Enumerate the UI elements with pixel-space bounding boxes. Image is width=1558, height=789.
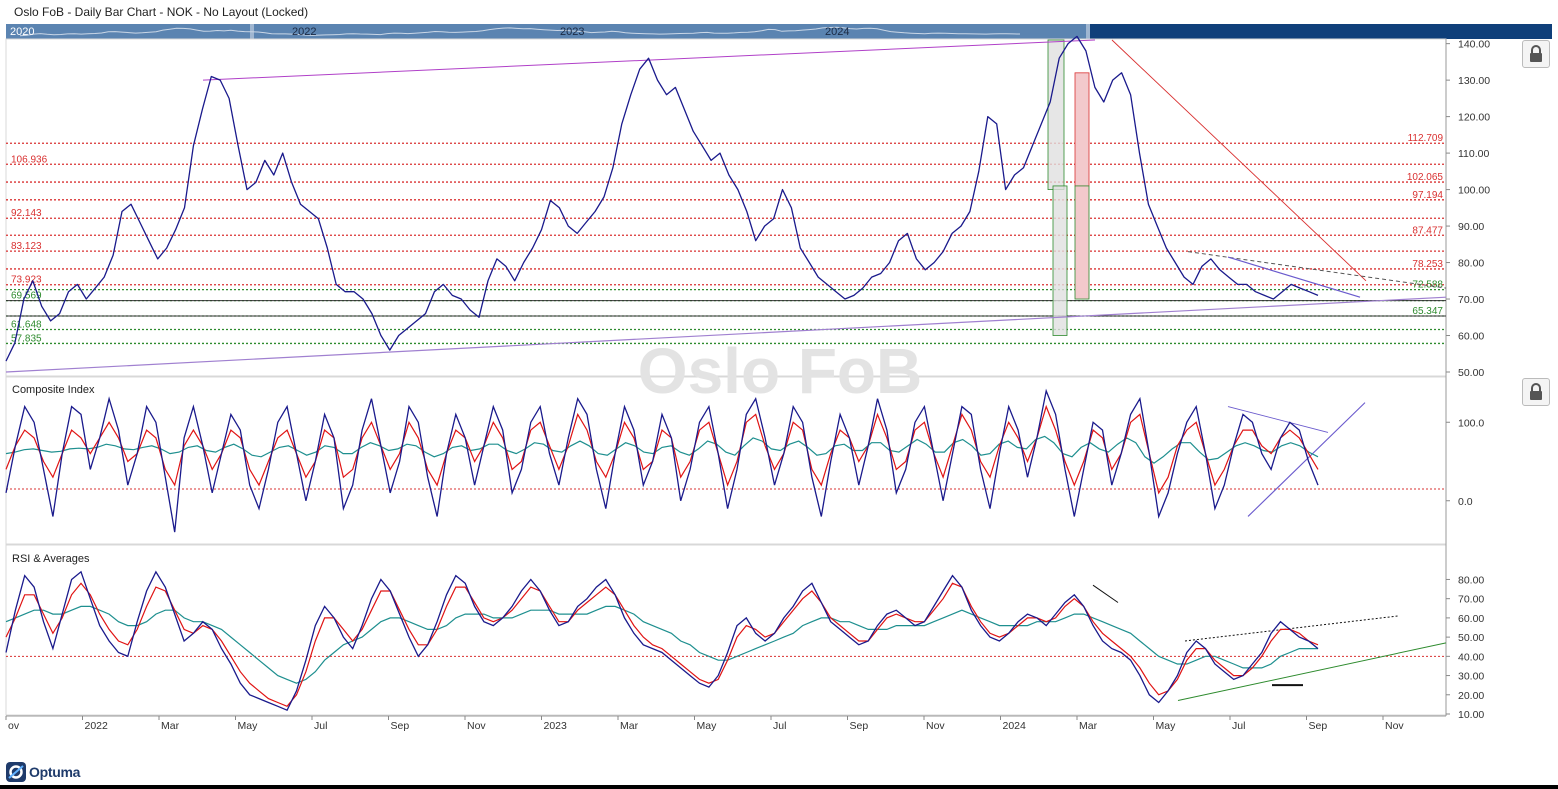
level-label: 61.648: [11, 320, 42, 331]
y-tick-label: 120.00: [1458, 112, 1490, 124]
y-tick-label: 20.00: [1458, 690, 1484, 702]
navigator-window[interactable]: [6, 24, 1090, 39]
window-title: Oslo FoB - Daily Bar Chart - NOK - No La…: [14, 5, 309, 19]
x-tick-label: 2022: [85, 720, 109, 732]
level-label: 57.835: [11, 333, 42, 344]
price-panel[interactable]: [5, 38, 1447, 377]
brand[interactable]: Optuma: [6, 762, 80, 782]
level-label: 102.065: [1407, 172, 1444, 183]
y-tick-label: 30.00: [1458, 671, 1484, 683]
composite-panel-title: Composite Index: [12, 384, 95, 396]
level-label: 106.936: [11, 154, 48, 165]
composite-fast-average-line[interactable]: [5, 404, 1319, 495]
x-tick-label: Nov: [1385, 720, 1404, 732]
level-label: 83.123: [11, 241, 42, 252]
x-tick-label: May: [697, 720, 718, 732]
level-label: 73.923: [11, 275, 42, 286]
composite-slow-average-line[interactable]: [5, 435, 1319, 464]
rsi-resistance-trendline[interactable]: [1184, 615, 1399, 642]
level-label: 87.477: [1412, 225, 1443, 236]
rsi-peak-trendline[interactable]: [1092, 584, 1119, 603]
x-tick-label: Nov: [926, 720, 945, 732]
range-box[interactable]: [1052, 185, 1068, 336]
navigator-sparkline: [19, 26, 1021, 37]
wedge-trendline[interactable]: [1227, 256, 1361, 298]
price-panel-lock-button[interactable]: [1522, 40, 1550, 68]
x-tick-label: Mar: [1079, 720, 1098, 732]
y-tick-label: 70.00: [1458, 294, 1484, 306]
composite-trendline-upper[interactable]: [1227, 406, 1329, 433]
composite-trendline-lower[interactable]: [1247, 402, 1366, 517]
navigator[interactable]: 2020 2022 2023 2024: [6, 24, 1552, 39]
status-bar: [0, 785, 1558, 789]
range-box[interactable]: [1074, 185, 1090, 300]
level-label: 78.253: [1412, 259, 1443, 270]
y-tick-label: 100.0: [1458, 417, 1484, 429]
navigator-year-2024: 2024: [825, 26, 849, 38]
level-label: 65.347: [1412, 306, 1443, 317]
x-tick-label: Nov: [467, 720, 486, 732]
y-tick-label: 140.00: [1458, 39, 1490, 51]
y-tick-label: 60.00: [1458, 331, 1484, 343]
lock-icon: [1530, 383, 1542, 400]
x-tick-label: May: [238, 720, 259, 732]
navigator-year-2020: 2020: [10, 26, 34, 38]
y-tick-label: 130.00: [1458, 75, 1490, 87]
y-tick-label: 80.00: [1458, 574, 1484, 586]
level-label: 97.194: [1412, 190, 1443, 201]
x-tick-label: 2023: [544, 720, 568, 732]
optuma-logo-icon: [6, 762, 26, 782]
x-tick-label: Jul: [1232, 720, 1245, 732]
rsi-panel-title: RSI & Averages: [12, 553, 90, 565]
rsi-line[interactable]: [5, 570, 1319, 712]
descending-trendline[interactable]: [1111, 39, 1367, 282]
y-tick-label: 0.0: [1458, 496, 1473, 508]
lower-trendline[interactable]: [5, 296, 1447, 373]
y-tick-label: 50.00: [1458, 632, 1484, 644]
watermark: Oslo FoB: [638, 335, 922, 407]
y-tick-label: 10.00: [1458, 709, 1484, 721]
x-tick-label: Sep: [850, 720, 869, 732]
range-box[interactable]: [1047, 39, 1065, 190]
composite-index-line[interactable]: [5, 388, 1319, 533]
y-tick-label: 70.00: [1458, 594, 1484, 606]
y-tick-label: 80.00: [1458, 258, 1484, 270]
rsi-support-trendline[interactable]: [1177, 642, 1447, 702]
x-tick-label: May: [1156, 720, 1177, 732]
lock-icon: [1530, 45, 1542, 62]
x-tick-label: 2024: [1003, 720, 1027, 732]
x-tick-label: ov: [8, 720, 20, 732]
brand-name: Optuma: [29, 764, 81, 780]
rsi-slow-average-line[interactable]: [5, 605, 1318, 684]
rsi-fast-average-line[interactable]: [5, 582, 1319, 708]
level-label: 69.569: [11, 291, 42, 302]
x-tick-label: Mar: [161, 720, 180, 732]
price-series-line[interactable]: [5, 35, 1319, 362]
x-tick-label: Jul: [314, 720, 327, 732]
navigator-handle-right[interactable]: [1086, 24, 1090, 39]
y-tick-label: 90.00: [1458, 221, 1484, 233]
level-label: 112.709: [1408, 133, 1444, 144]
range-box[interactable]: [1074, 72, 1090, 187]
y-tick-label: 110.00: [1458, 148, 1489, 160]
x-tick-label: Sep: [1309, 720, 1328, 732]
y-tick-label: 40.00: [1458, 651, 1484, 663]
y-tick-label: 100.00: [1458, 185, 1490, 197]
dashed-trendline[interactable]: [1187, 251, 1447, 289]
level-label: 92.143: [11, 208, 42, 219]
x-tick-label: Sep: [391, 720, 410, 732]
y-tick-label: 50.00: [1458, 367, 1484, 379]
composite-panel-lock-button[interactable]: [1522, 378, 1550, 406]
navigator-year-2022: 2022: [292, 26, 316, 38]
navigator-year-2023: 2023: [560, 26, 584, 38]
x-tick-label: Jul: [773, 720, 786, 732]
level-label: 72.588: [1412, 280, 1443, 291]
y-tick-label: 60.00: [1458, 613, 1484, 625]
x-tick-label: Mar: [620, 720, 639, 732]
